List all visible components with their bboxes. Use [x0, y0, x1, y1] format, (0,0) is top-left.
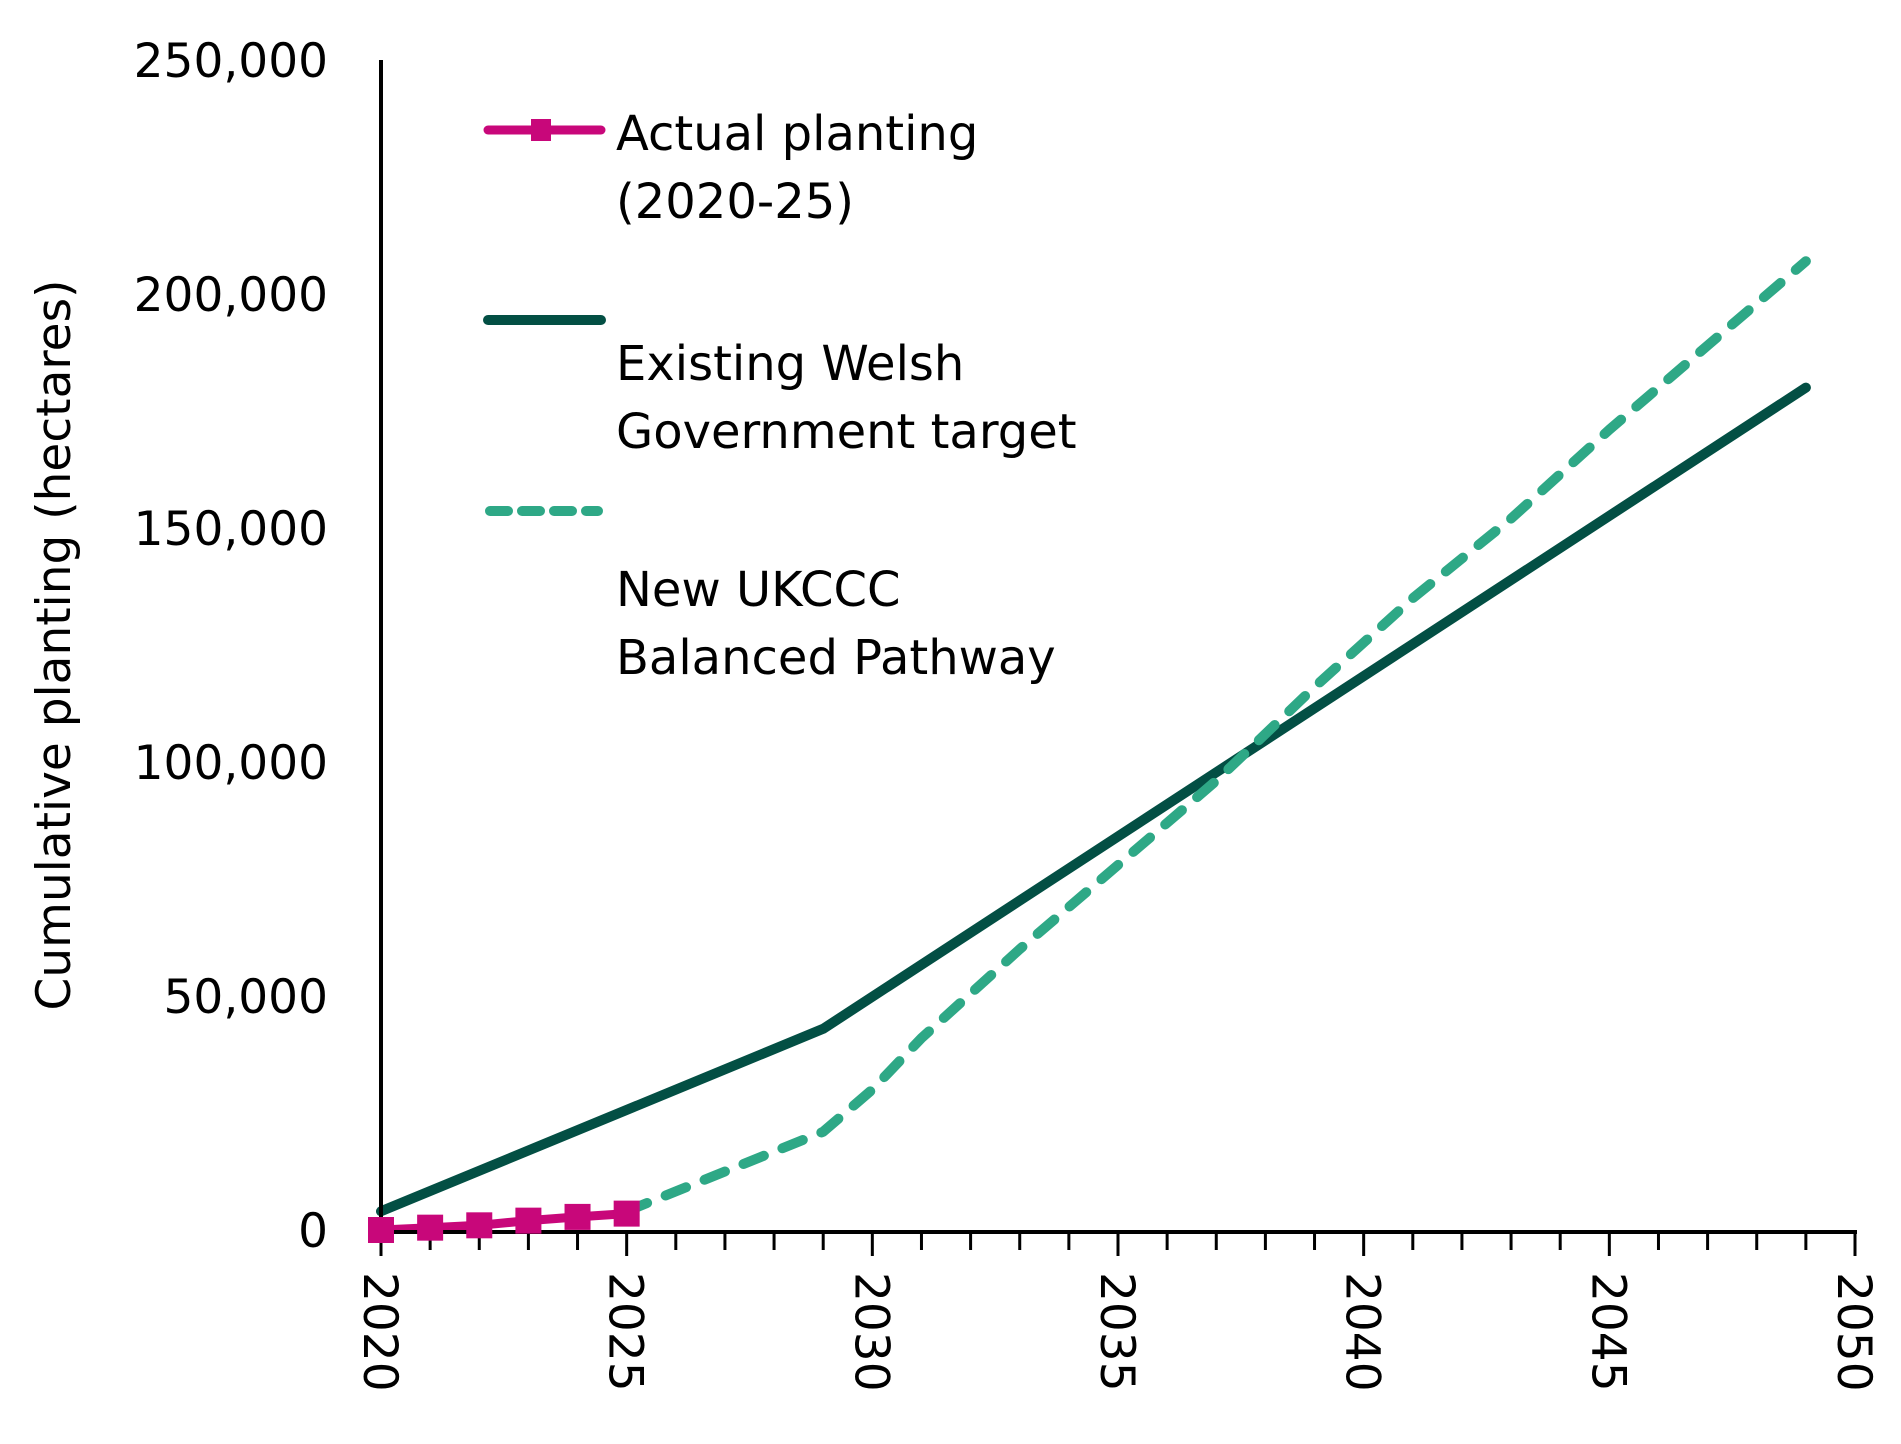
x-tick-label: 2025	[598, 1272, 653, 1392]
legend-label-welsh-1: Existing Welsh	[616, 336, 964, 392]
actual-planting-marker	[564, 1203, 591, 1230]
legend-label-actual-2: (2020-25)	[616, 174, 854, 230]
series-line-balanced-pathway	[621, 256, 1811, 1217]
actual-planting-marker	[515, 1207, 542, 1234]
x-ticks: 2020 2025 2030 2035 2040 2045 2050	[352, 1232, 1881, 1392]
x-tick-label: 2030	[843, 1272, 898, 1392]
y-axis-title: Cumulative planting (hectares)	[27, 280, 82, 1011]
y-tick-label: 200,000	[134, 268, 328, 323]
x-tick-label: 2045	[1580, 1272, 1635, 1392]
y-tick-label: 150,000	[134, 502, 328, 557]
actual-planting-marker	[466, 1212, 493, 1239]
x-tick-label: 2040	[1335, 1272, 1390, 1392]
series-layer	[376, 256, 1811, 1235]
legend-item-actual: Actual planting (2020-25)	[483, 106, 978, 230]
legend-label-actual-1: Actual planting	[616, 106, 978, 162]
legend-item-welsh-target: Existing Welsh Government target	[483, 315, 1077, 460]
x-tick-label: 2035	[1089, 1272, 1144, 1392]
y-tick-label: 50,000	[164, 970, 328, 1025]
actual-planting-marker	[417, 1214, 444, 1241]
legend: Actual planting (2020-25) Existing Welsh…	[483, 106, 1077, 686]
legend-label-balanced-2: Balanced Pathway	[616, 630, 1056, 686]
legend-marker-actual	[531, 119, 551, 141]
actual-planting-marker	[368, 1217, 394, 1243]
series-line-welsh-target	[376, 382, 1811, 1217]
x-tick-label: 2020	[352, 1272, 407, 1392]
actual-planting-marker	[613, 1200, 640, 1227]
y-tick-label: 0	[298, 1204, 328, 1259]
legend-label-welsh-2: Government target	[616, 404, 1077, 460]
x-tick-label: 2050	[1826, 1272, 1881, 1392]
markers-layer	[368, 1200, 640, 1243]
legend-label-balanced-1: New UKCCC	[616, 562, 900, 618]
y-tick-label: 100,000	[134, 736, 328, 791]
legend-item-balanced-pathway: New UKCCC Balanced Pathway	[485, 506, 1056, 686]
y-ticks: 0 50,000 100,000 150,000 200,000 250,000	[134, 34, 328, 1259]
y-tick-label: 250,000	[134, 34, 328, 89]
